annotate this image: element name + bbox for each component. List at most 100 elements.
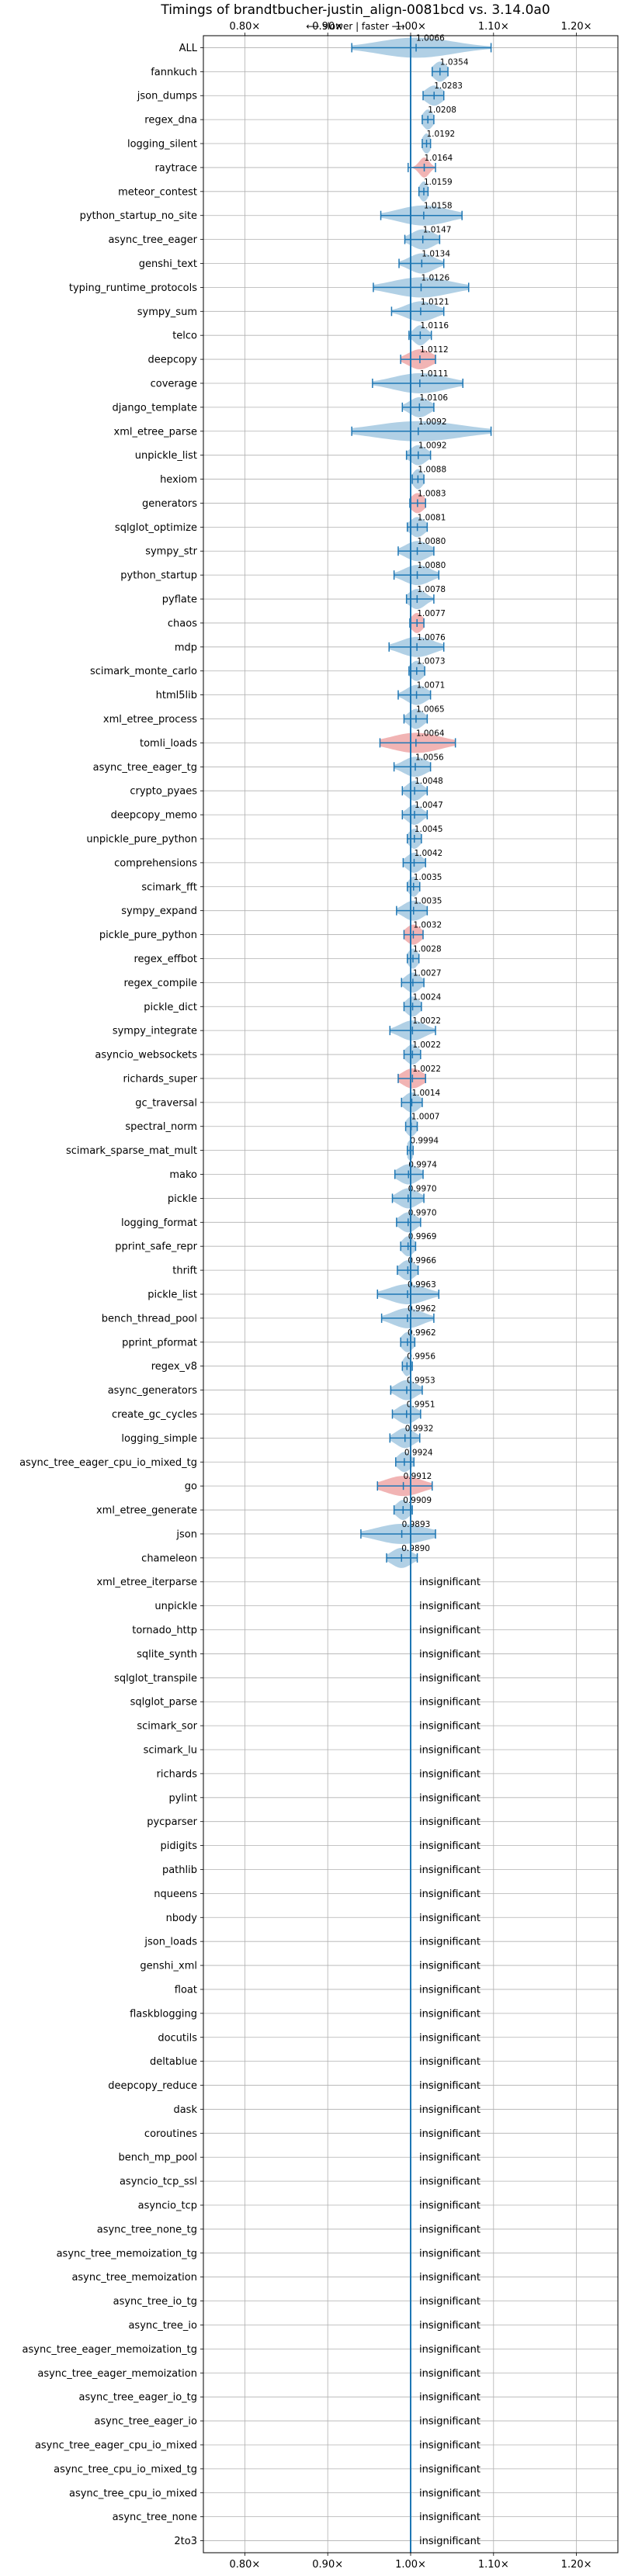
y-tick-label: scimark_fft [141, 881, 197, 893]
value-label: 1.0024 [413, 992, 442, 1002]
value-label: 1.0121 [421, 297, 449, 306]
insignificant-label: insignificant [419, 1673, 480, 1684]
y-tick-label: chaos [168, 618, 197, 629]
y-tick-label: regex_effbot [134, 954, 197, 965]
insignificant-label: insignificant [419, 1601, 480, 1612]
value-label: 0.9956 [407, 1352, 435, 1362]
y-tick-label: xml_etree_generate [96, 1505, 197, 1517]
value-label: 1.0035 [414, 897, 442, 906]
value-label: 1.0078 [417, 585, 446, 594]
y-tick-label: pycparser [147, 1816, 197, 1828]
value-label: 1.0077 [417, 609, 446, 618]
insignificant-label: insignificant [419, 2152, 480, 2164]
y-tick-label: json_dumps [137, 91, 197, 102]
chart-title: Timings of brandtbucher-justin_align-008… [160, 2, 550, 18]
y-tick-label: hexiom [160, 474, 197, 486]
y-tick-label: ALL [179, 43, 198, 54]
value-label: 0.9932 [405, 1424, 434, 1433]
y-tick-label: sqlglot_transpile [114, 1673, 197, 1684]
value-label: 0.9974 [408, 1161, 437, 1170]
value-label: 1.0047 [415, 801, 443, 810]
value-label: 0.9966 [408, 1256, 436, 1265]
y-tick-label: comprehensions [114, 857, 197, 869]
y-tick-label: async_tree_none [113, 2512, 197, 2523]
y-tick-label: pprint_pformat [122, 1337, 197, 1349]
value-label: 1.0283 [434, 81, 463, 91]
insignificant-label: insignificant [419, 2368, 480, 2380]
value-label: 1.0066 [416, 33, 445, 43]
y-tick-label: pickle_list [147, 1290, 197, 1301]
y-tick-label: float [175, 1984, 197, 1996]
value-label: 1.0014 [411, 1089, 440, 1098]
y-tick-label: create_gc_cycles [112, 1409, 197, 1421]
x-tick-label-top: 1.20× [561, 21, 592, 33]
insignificant-label: insignificant [419, 2080, 480, 2092]
value-label: 1.0158 [424, 202, 453, 211]
y-tick-label: telco [172, 331, 197, 342]
insignificant-label: insignificant [419, 1625, 480, 1636]
y-tick-label: logging_silent [127, 139, 197, 151]
y-tick-label: scimark_sparse_mat_mult [66, 1145, 197, 1157]
insignificant-label: insignificant [419, 1792, 480, 1804]
y-tick-label: python_startup_no_site [80, 210, 197, 222]
y-tick-label: django_template [113, 402, 197, 414]
value-label: 0.9969 [408, 1232, 437, 1241]
insignificant-label: insignificant [419, 2416, 480, 2428]
value-label: 1.0354 [440, 57, 469, 67]
chart-subtitle: ⟵ slower | faster ⟶ [306, 21, 405, 32]
y-tick-label: pylint [168, 1792, 197, 1804]
y-tick-label: deepcopy_reduce [108, 2080, 197, 2092]
y-tick-label: mdp [175, 642, 197, 653]
insignificant-label: insignificant [419, 2200, 480, 2212]
y-tick-label: pickle_dict [144, 1002, 197, 1013]
insignificant-label: insignificant [419, 1721, 480, 1733]
y-tick-label: async_tree_eager_tg [93, 762, 197, 774]
y-tick-label: async_tree_eager [108, 234, 197, 246]
value-label: 1.0028 [413, 944, 442, 954]
x-tick-label-top: 0.80× [229, 21, 260, 33]
y-tick-label: pickle_pure_python [99, 930, 197, 941]
value-label: 1.0007 [411, 1113, 440, 1122]
y-tick-label: crypto_pyaes [130, 786, 197, 798]
insignificant-label: insignificant [419, 2320, 480, 2332]
insignificant-label: insignificant [419, 2248, 480, 2259]
value-label: 1.0164 [425, 154, 453, 163]
y-tick-label: sympy_integrate [113, 1026, 197, 1037]
y-tick-label: scimark_lu [144, 1745, 197, 1757]
y-tick-label: scimark_sor [137, 1721, 197, 1733]
y-tick-label: deltablue [150, 2056, 197, 2068]
value-label: 1.0032 [413, 921, 442, 930]
insignificant-label: insignificant [419, 2296, 480, 2308]
insignificant-label: insignificant [419, 1913, 480, 1924]
y-tick-label: coverage [151, 378, 197, 390]
insignificant-label: insignificant [419, 1984, 480, 1996]
insignificant-label: insignificant [419, 2176, 480, 2188]
plot-frame [203, 35, 619, 2553]
y-tick-label: coroutines [144, 2128, 197, 2140]
insignificant-label: insignificant [419, 2536, 480, 2547]
value-label: 1.0092 [418, 417, 447, 427]
y-tick-label: genshi_xml [140, 1961, 197, 1972]
value-label: 1.0134 [422, 250, 450, 259]
value-label: 1.0159 [424, 178, 453, 187]
value-label: 1.0083 [418, 489, 446, 498]
y-tick-label: sqlglot_optimize [115, 522, 197, 534]
y-tick-label: async_tree_eager_memoization_tg [23, 2344, 197, 2356]
value-label: 0.9890 [401, 1544, 430, 1553]
y-tick-label: async_tree_eager_io [94, 2416, 197, 2428]
x-tick-label-bottom: 1.10× [478, 2559, 509, 2571]
y-tick-label: richards_super [123, 1073, 197, 1085]
y-tick-label: fannkuch [151, 67, 197, 78]
y-tick-label: async_tree_eager_io_tg [79, 2392, 197, 2404]
insignificant-label: insignificant [419, 2008, 480, 2020]
value-label: 1.0064 [416, 729, 445, 738]
y-tick-label: pidigits [161, 1840, 198, 1852]
x-tick-label-bottom: 0.90× [312, 2559, 343, 2571]
y-tick-label: pyflate [162, 594, 197, 606]
y-tick-label: html5lib [156, 690, 197, 701]
value-label: 1.0071 [417, 681, 446, 691]
y-tick-label: tornado_http [132, 1625, 197, 1636]
x-tick-label-bottom: 1.00× [395, 2559, 426, 2571]
y-tick-label: tomli_loads [140, 738, 197, 750]
value-label: 1.0065 [416, 705, 445, 715]
